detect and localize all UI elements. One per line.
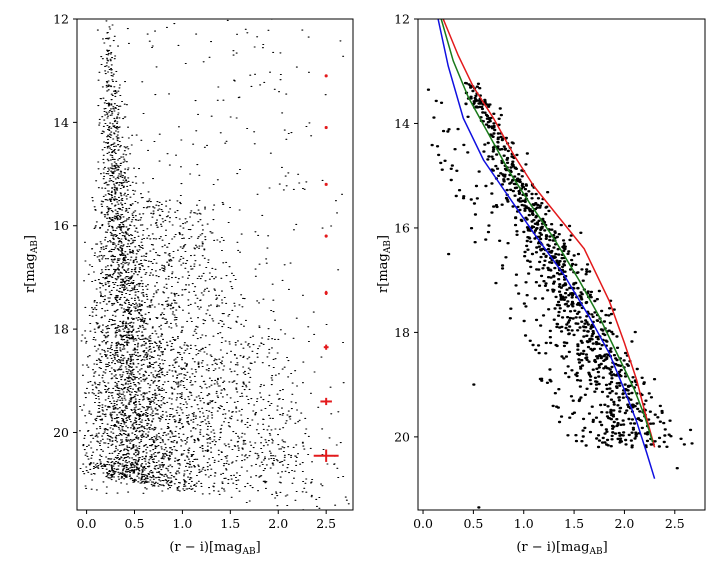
right-point-cloud [426,81,694,509]
left-x-ticks: 0.0 0.5 1.0 1.5 2.0 2.5 [77,510,336,531]
error-bar [324,234,328,238]
left-xtick-label: 2.0 [268,516,288,531]
left-ytick-label: 18 [53,322,69,337]
left-panel: 0.0 0.5 1.0 1.5 2.0 2.5 12 14 16 18 20 (r − i)[ma… [23,12,354,557]
left-ytick-label: 12 [53,12,69,27]
error-bar [324,290,328,295]
right-y-ticks: 12 14 16 18 20 [394,12,418,444]
right-xtick-label: 2.0 [614,516,634,531]
right-ytick-label: 14 [394,116,410,131]
left-xtick-label: 1.5 [220,516,240,531]
right-ytick-label: 16 [394,220,410,235]
left-ytick-label: 16 [53,218,69,233]
right-xtick-label: 1.0 [514,516,534,531]
left-point-cloud [78,19,350,510]
right-xtick-label: 0.0 [413,516,433,531]
right-xtick-label: 2.5 [665,516,685,531]
left-y-axis-label: r[magAB] [23,235,40,293]
left-xtick-label: 1.0 [172,516,192,531]
error-bar [323,344,329,350]
left-ytick-label: 14 [53,115,69,130]
left-scatter-points [78,19,350,510]
right-xtick-label: 1.5 [564,516,584,531]
left-x-axis-label: (r − i)[magAB] [169,540,260,557]
right-x-axis-label: (r − i)[magAB] [516,540,607,557]
error-bar [324,74,328,78]
right-ytick-label: 20 [394,429,410,444]
error-bar [324,126,328,130]
isochrone-line-3 [437,19,656,479]
isochrone-line-2 [440,19,654,443]
right-ytick-label: 12 [394,12,410,27]
left-plot-frame [76,18,354,511]
error-bar [313,449,339,462]
right-y-axis-label: r[magAB] [376,235,393,293]
right-x-ticks: 0.0 0.5 1.0 1.5 2.0 2.5 [413,510,685,531]
left-xtick-label: 0.0 [77,516,97,531]
right-isochrone-lines [437,19,656,479]
right-ytick-label: 18 [394,325,410,340]
error-bar [324,182,328,186]
right-scatter-points [426,81,694,509]
left-ytick-label: 20 [53,425,69,440]
left-y-ticks: 12 14 16 18 20 [53,12,77,440]
left-error-bars [313,74,339,462]
left-xtick-label: 0.5 [125,516,145,531]
isochrone-line-1 [442,19,656,448]
left-xtick-label: 2.5 [316,516,336,531]
right-xtick-label: 0.5 [463,516,483,531]
right-panel: 0.0 0.5 1.0 1.5 2.0 2.5 12 14 16 18 20 (r − i)[ma… [376,12,706,557]
right-plot-frame [417,18,706,511]
error-bar [320,397,332,406]
